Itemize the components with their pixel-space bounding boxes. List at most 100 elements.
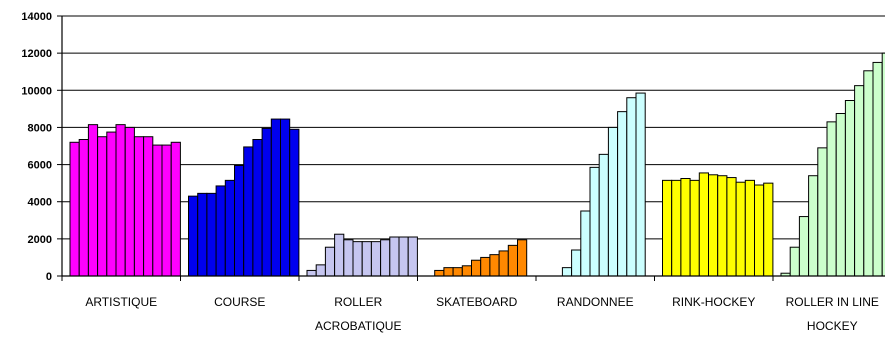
bar: [206, 192, 217, 277]
bar: [124, 126, 135, 277]
bar: [817, 147, 828, 277]
bar: [571, 249, 582, 277]
y-tick-label: 14000: [21, 11, 52, 23]
bar: [598, 153, 609, 277]
bar: [370, 241, 382, 277]
bar: [635, 92, 646, 277]
bar: [224, 179, 236, 277]
bar: [343, 239, 354, 277]
bar: [754, 184, 765, 277]
bar: [826, 121, 837, 277]
bar: [188, 195, 199, 277]
y-tick-label: 12000: [21, 48, 52, 60]
bar: [863, 70, 874, 277]
bar: [261, 127, 272, 277]
bar: [517, 239, 528, 277]
bar: [69, 141, 80, 277]
bar: [78, 139, 89, 277]
bar: [389, 236, 400, 277]
bar: [97, 136, 108, 277]
bar: [854, 85, 865, 277]
bar: [708, 174, 719, 277]
bar: [115, 124, 126, 277]
bar: [626, 97, 637, 277]
bar: [252, 139, 263, 277]
y-tick-label: 2000: [28, 234, 52, 246]
bar: [324, 246, 336, 277]
y-tick-label: 8000: [28, 122, 52, 134]
bar: [289, 128, 300, 277]
category-label: COURSE: [214, 295, 265, 309]
bar: [361, 241, 372, 277]
y-tick-label: 4000: [28, 197, 52, 209]
bar: [763, 182, 774, 277]
bar: [698, 172, 709, 277]
bar: [471, 259, 482, 277]
bar: [689, 179, 700, 277]
bar: [315, 264, 326, 277]
bar: [580, 210, 591, 277]
y-axis-tick-labels: 0 2000 4000 6000 8000 10000 12000 14000: [21, 11, 52, 283]
bar: [480, 256, 491, 277]
bar: [306, 269, 317, 277]
bar: [680, 178, 691, 277]
bar: [170, 141, 181, 277]
bar: [106, 131, 117, 277]
bar: [835, 113, 846, 277]
bar: [443, 267, 454, 277]
bar: [662, 179, 673, 277]
category-label: ACROBATIQUE: [315, 319, 401, 333]
bar: [407, 236, 418, 277]
category-label: SKATEBOARD: [436, 295, 517, 309]
bar: [197, 192, 208, 277]
bar: [798, 216, 810, 277]
bar: [87, 124, 99, 277]
bar: [452, 267, 463, 277]
bar: [789, 246, 800, 277]
bar: [844, 100, 856, 277]
bar: [143, 136, 154, 277]
bar: [161, 144, 172, 277]
category-label: ARTISTIQUE: [85, 295, 157, 309]
y-tick-label: 10000: [21, 85, 52, 97]
bars: [69, 52, 885, 277]
bar: [280, 118, 291, 277]
bar: [607, 126, 619, 277]
bar: [334, 233, 345, 277]
category-label: ROLLER: [334, 295, 382, 309]
bar: [881, 52, 885, 277]
bar: [215, 185, 226, 277]
bar: [243, 146, 254, 277]
bar: [561, 267, 573, 277]
axes: [57, 15, 885, 281]
bar: [744, 179, 755, 277]
bar: [726, 177, 737, 277]
bar: [152, 144, 163, 277]
bar: [872, 61, 883, 277]
bar: [671, 179, 682, 277]
bar: [507, 244, 518, 277]
bar: [717, 175, 728, 277]
bar: [489, 254, 500, 277]
category-label: RANDONNEE: [557, 295, 634, 309]
bar: [461, 265, 472, 277]
category-label: ROLLER IN LINE: [786, 295, 879, 309]
category-label: RINK-HOCKEY: [672, 295, 755, 309]
bar: [234, 165, 245, 277]
bar: [808, 175, 819, 277]
bar: [589, 166, 600, 277]
bar: [498, 250, 509, 277]
y-tick-label: 6000: [28, 160, 52, 172]
bar: [380, 239, 391, 277]
bar: [617, 111, 628, 277]
category-labels: ARTISTIQUE COURSE ROLLER ACROBATIQUE SKATEBO…: [85, 295, 879, 333]
bar: [735, 181, 746, 277]
category-label: HOCKEY: [807, 319, 858, 333]
bar: [133, 136, 145, 277]
bar: [352, 241, 363, 277]
bar: [398, 236, 409, 277]
y-tick-label: 0: [46, 271, 52, 283]
bar: [434, 269, 445, 277]
bar: [270, 118, 281, 277]
